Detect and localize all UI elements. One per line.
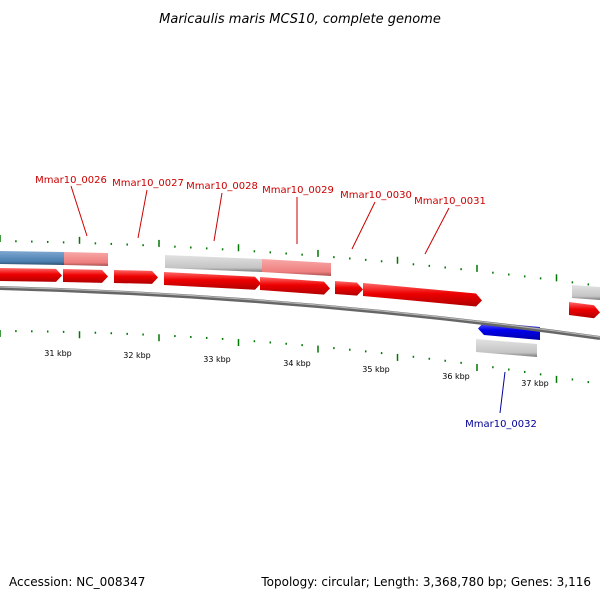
region-steel-0[interactable] [0, 251, 64, 265]
region-pink-0[interactable] [64, 252, 108, 266]
leader-line-mmar10-0028 [213, 192, 223, 242]
map-title: Maricaulis maris MCS10, complete genome [159, 12, 441, 27]
scale-label-34: 34 kbp [283, 359, 311, 368]
gene-label-mmar10-0031[interactable]: Mmar10_0031 [414, 196, 486, 207]
gene-label-mmar10-0026[interactable]: Mmar10_0026 [35, 175, 107, 186]
leader-line-mmar10-0030 [351, 201, 376, 250]
leader-line-mmar10-0027 [137, 189, 148, 239]
accession-label: Accession: NC_008347 [9, 575, 145, 589]
gene-arrow-mmar10-0028[interactable] [164, 272, 261, 290]
gene-label-mmar10-0030[interactable]: Mmar10_0030 [340, 190, 412, 201]
gene-arrow-mmar10-0029[interactable] [260, 277, 330, 295]
genome-summary: Topology: circular; Length: 3,368,780 bp… [260, 575, 591, 589]
region-gray-0[interactable] [165, 255, 262, 272]
scale-label-33: 33 kbp [203, 355, 231, 364]
gene-arrow-b[interactable] [569, 302, 600, 319]
tick-track [0, 235, 590, 384]
scale-label-32: 32 kbp [123, 351, 151, 360]
region-gray-1[interactable] [572, 285, 600, 300]
leader-line-mmar10-0031 [424, 207, 450, 255]
gene-label-mmar10-0029[interactable]: Mmar10_0029 [262, 185, 334, 196]
gene-label-mmar10-0028[interactable]: Mmar10_0028 [186, 181, 258, 192]
gene-label-mmar10-0032[interactable]: Mmar10_0032 [465, 419, 537, 430]
scale-label-36: 36 kbp [442, 372, 470, 381]
gene-arrow-mmar10-0027[interactable] [114, 270, 158, 284]
genome-backbone [0, 286, 600, 340]
scale-labels: 31 kbp 32 kbp 33 kbp 34 kbp 35 kbp 36 kb… [44, 349, 549, 388]
genome-backbone-highlight [0, 286, 600, 338]
gene-arrow-mmar10-0030[interactable] [335, 281, 363, 296]
region-pink-1[interactable] [262, 259, 331, 276]
scale-label-35: 35 kbp [362, 365, 390, 374]
region-gray-2[interactable] [476, 339, 537, 357]
leader-line-mmar10-0032 [499, 371, 506, 414]
gene-arrow-mmar10-0031[interactable] [363, 283, 482, 307]
scale-label-31: 31 kbp [44, 349, 72, 358]
scale-label-37: 37 kbp [521, 379, 549, 388]
gene-labels: Mmar10_0026 Mmar10_0027 Mmar10_0028 Mmar… [35, 175, 537, 430]
leader-line-mmar10-0026 [70, 185, 88, 237]
gene-arrow-mmar10-0026[interactable] [63, 269, 108, 283]
gene-label-mmar10-0027[interactable]: Mmar10_0027 [112, 178, 184, 189]
gene-arrow-a[interactable] [0, 268, 62, 282]
